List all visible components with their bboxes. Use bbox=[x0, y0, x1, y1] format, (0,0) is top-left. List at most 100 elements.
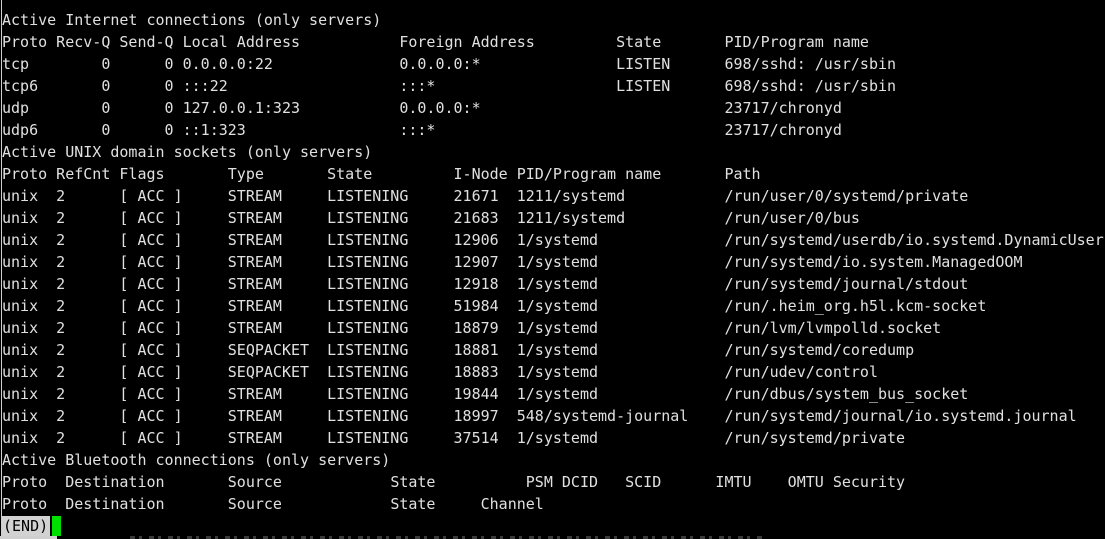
header-cell: Recv-Q bbox=[56, 33, 111, 51]
table-cell: 127.0.0.1:323 bbox=[182, 99, 301, 117]
table-cell: 1/systemd bbox=[516, 341, 599, 359]
header-cell: IMTU bbox=[715, 473, 752, 491]
header-cell: PID/Program name bbox=[516, 165, 662, 183]
table-cell: STREAM bbox=[227, 231, 282, 249]
table-cell: 1/systemd bbox=[516, 385, 599, 403]
table-cell: LISTENING bbox=[327, 275, 409, 293]
header-cell: Foreign Address bbox=[399, 33, 535, 51]
table-cell: 1/systemd bbox=[516, 429, 599, 447]
table-cell: [ ACC ] bbox=[119, 297, 183, 315]
table-cell: /run/user/0/systemd/private bbox=[724, 187, 969, 205]
table-cell: 2 bbox=[56, 253, 66, 271]
table-cell: /run/systemd/journal/stdout bbox=[724, 275, 969, 293]
table-cell: 18997 bbox=[453, 407, 499, 425]
table-cell: unix bbox=[2, 297, 39, 315]
table-cell: STREAM bbox=[227, 275, 282, 293]
terminal-cursor bbox=[52, 516, 62, 536]
header-cell: State bbox=[616, 33, 662, 51]
table-cell: LISTENING bbox=[327, 363, 409, 381]
header-cell: Local Address bbox=[182, 33, 301, 51]
pager-status-line: (END) bbox=[2, 515, 1105, 537]
header-cell: Send-Q bbox=[119, 33, 174, 51]
table-row: unix 2 [ ACC ] STREAM LISTENING 51984 1/system… bbox=[2, 295, 1105, 317]
table-cell: 1211/systemd bbox=[516, 187, 626, 205]
table-cell: [ ACC ] bbox=[119, 209, 183, 227]
table-row: unix 2 [ ACC ] STREAM LISTENING 12906 1/system… bbox=[2, 229, 1105, 251]
table-cell: 2 bbox=[56, 209, 66, 227]
table-cell: :::22 bbox=[182, 77, 228, 95]
table-cell: 21683 bbox=[453, 209, 499, 227]
table-cell: unix bbox=[2, 319, 39, 337]
table-cell: 2 bbox=[56, 385, 66, 403]
header-cell: State bbox=[390, 495, 436, 513]
table-cell: [ ACC ] bbox=[119, 253, 183, 271]
table-cell: unix bbox=[2, 231, 39, 249]
table-cell: tcp bbox=[2, 55, 30, 73]
header-cell: PID/Program name bbox=[724, 33, 869, 51]
table-cell: 12907 bbox=[453, 253, 499, 271]
table-cell: STREAM bbox=[227, 187, 282, 205]
table-cell: LISTEN bbox=[616, 55, 671, 73]
table-cell: /run/systemd/io.system.ManagedOOM bbox=[724, 253, 1023, 271]
table-cell: LISTENING bbox=[327, 253, 409, 271]
table-cell: 21671 bbox=[453, 187, 499, 205]
table-cell: 2 bbox=[56, 275, 66, 293]
column-header-row: Proto Destination Source State Channel bbox=[2, 493, 1105, 515]
table-cell: 51984 bbox=[453, 297, 499, 315]
table-cell: STREAM bbox=[227, 385, 282, 403]
header-cell: RefCnt bbox=[56, 165, 111, 183]
header-cell: I-Node bbox=[453, 165, 508, 183]
table-row: unix 2 [ ACC ] STREAM LISTENING 21671 1211/sys… bbox=[2, 185, 1105, 207]
header-cell: Proto bbox=[2, 473, 48, 491]
table-cell: 0 bbox=[164, 99, 174, 117]
table-cell: 0 bbox=[101, 55, 111, 73]
table-cell: LISTENING bbox=[327, 209, 409, 227]
table-row: unix 2 [ ACC ] SEQPACKET LISTENING 18883 1/sys… bbox=[2, 361, 1105, 383]
table-cell: /run/.heim_org.h5l.kcm-socket bbox=[724, 297, 987, 315]
table-cell: unix bbox=[2, 187, 39, 205]
table-cell: 2 bbox=[56, 363, 66, 381]
table-cell: 548/systemd-journal bbox=[516, 407, 689, 425]
table-cell: 0.0.0.0:22 bbox=[182, 55, 273, 73]
table-cell: 2 bbox=[56, 187, 66, 205]
table-cell: 19844 bbox=[453, 385, 499, 403]
section-title-internet: Active Internet connections (only server… bbox=[2, 9, 1105, 31]
table-cell: [ ACC ] bbox=[119, 385, 183, 403]
table-cell: LISTENING bbox=[327, 231, 409, 249]
header-cell: Source bbox=[227, 495, 282, 513]
table-row: unix 2 [ ACC ] STREAM LISTENING 18997 548/syst… bbox=[2, 405, 1105, 427]
table-cell: 12906 bbox=[453, 231, 499, 249]
table-cell: STREAM bbox=[227, 407, 282, 425]
table-cell: 698/sshd: /usr/sbin bbox=[724, 55, 897, 73]
header-cell: State bbox=[390, 473, 436, 491]
header-cell: SCID bbox=[625, 473, 662, 491]
header-cell: Destination bbox=[65, 473, 165, 491]
header-cell: DCID bbox=[561, 473, 599, 491]
table-cell: 1/systemd bbox=[516, 231, 599, 249]
table-cell: 2 bbox=[56, 319, 66, 337]
table-cell: unix bbox=[2, 407, 39, 425]
bottom-edge-artifact bbox=[0, 536, 57, 539]
table-cell: 1/systemd bbox=[516, 319, 599, 337]
table-cell: 1/systemd bbox=[516, 297, 599, 315]
header-cell: Destination bbox=[65, 495, 165, 513]
table-cell: unix bbox=[2, 429, 39, 447]
table-cell: LISTENING bbox=[327, 319, 409, 337]
table-cell: [ ACC ] bbox=[119, 363, 183, 381]
table-cell: [ ACC ] bbox=[119, 231, 183, 249]
section-title-bluetooth: Active Bluetooth connections (only serve… bbox=[2, 449, 1105, 471]
table-cell: 1211/systemd bbox=[516, 209, 626, 227]
table-cell: ::1:323 bbox=[182, 121, 246, 139]
table-cell: unix bbox=[2, 275, 39, 293]
table-cell: unix bbox=[2, 341, 39, 359]
table-cell: tcp6 bbox=[2, 77, 39, 95]
header-cell: Path bbox=[724, 165, 761, 183]
table-cell: STREAM bbox=[227, 429, 282, 447]
table-cell: [ ACC ] bbox=[119, 275, 183, 293]
table-cell: STREAM bbox=[227, 319, 282, 337]
table-cell: unix bbox=[2, 385, 39, 403]
table-cell: LISTENING bbox=[327, 385, 409, 403]
window-border-left bbox=[1, 0, 2, 539]
table-row: unix 2 [ ACC ] STREAM LISTENING 18879 1/system… bbox=[2, 317, 1105, 339]
